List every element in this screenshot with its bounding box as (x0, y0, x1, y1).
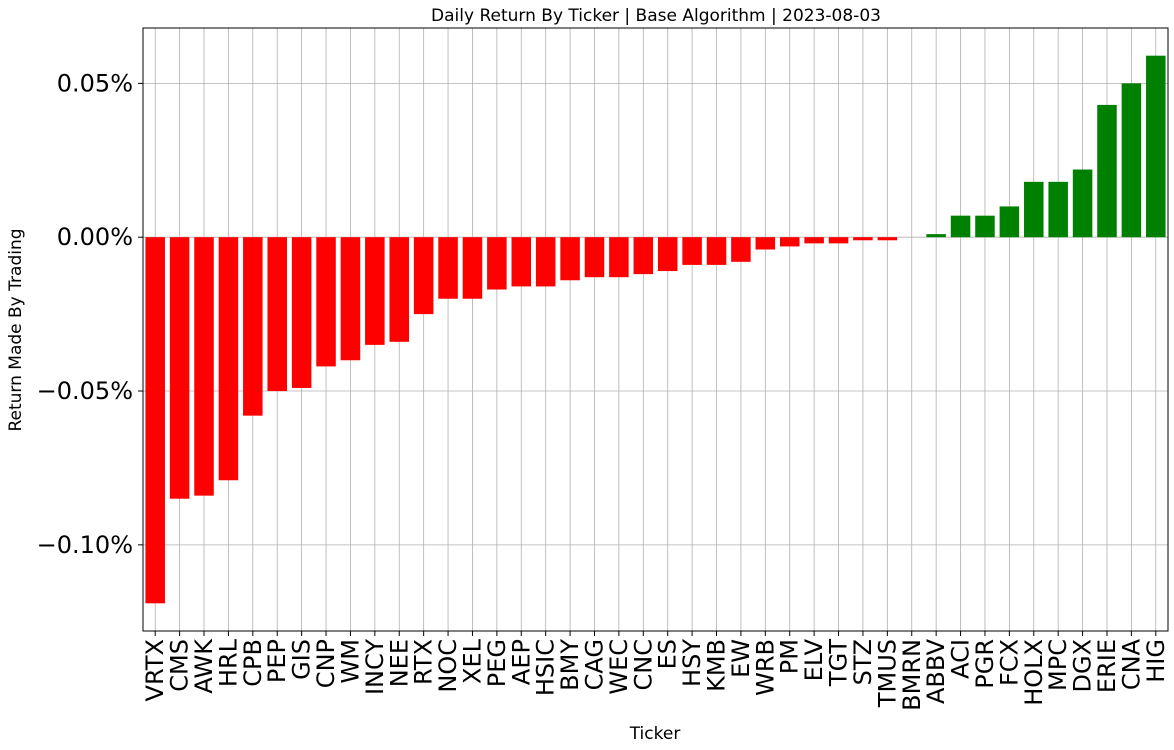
bar-gis (291, 237, 312, 388)
x-tick-label: VRTX (141, 639, 169, 701)
x-tick-label: PEP (263, 639, 291, 683)
bar-stz (853, 237, 873, 241)
bar-wm (340, 237, 361, 361)
x-tick-label: ES (654, 639, 682, 669)
bar-cnp (316, 237, 336, 367)
x-axis-ticks: VRTXCMSAWKHRLCPBPEPGISCNPWMINCYNEERTXNOC… (141, 631, 1170, 711)
x-axis-label: Ticker (629, 724, 681, 744)
bar-rtx (413, 237, 434, 315)
bar-pm (779, 237, 800, 247)
bar-noc (438, 237, 458, 299)
x-tick-label: WM (336, 639, 364, 683)
bar-wrb (755, 237, 776, 250)
bar-aci (950, 215, 971, 238)
x-tick-label: ABBV (922, 638, 950, 704)
x-tick-label: ACI (947, 639, 975, 679)
bar-bmy (560, 237, 580, 281)
bar-hig (1146, 55, 1166, 238)
bar-abbv (926, 234, 946, 238)
x-tick-label: CNP (312, 639, 340, 688)
bar-wec (609, 237, 629, 278)
bar-xel (462, 237, 483, 299)
bar-hrl (218, 237, 239, 481)
x-tick-label: NOC (434, 639, 462, 693)
x-tick-label: STZ (849, 639, 877, 685)
x-tick-label: HSIC (532, 639, 560, 696)
bar-cpb (243, 237, 263, 416)
grid-lines (143, 28, 1168, 631)
bar-vrtx (145, 237, 165, 604)
y-axis-label: Return Made By Trading (6, 228, 26, 431)
bar-pep (267, 237, 287, 392)
x-tick-label: ELV (800, 638, 828, 681)
x-tick-label: MPC (1044, 639, 1072, 691)
x-tick-label: NEE (385, 639, 413, 687)
x-tick-label: AEP (507, 639, 535, 685)
bar-hsy (682, 237, 702, 265)
y-axis-ticks: −0.10% −0.05% 0.00% 0.05% (37, 69, 143, 559)
bar-nee (389, 237, 410, 342)
x-tick-label: DGX (1069, 639, 1097, 693)
bar-cna (1121, 83, 1142, 238)
x-tick-label: CNC (629, 639, 657, 690)
bar-pgr (975, 215, 995, 238)
bar-ew (731, 237, 751, 262)
x-tick-label: GIS (288, 639, 316, 680)
x-tick-label: WRB (751, 639, 779, 696)
x-tick-label: BMY (556, 639, 584, 691)
bar-es (657, 237, 678, 272)
x-tick-label: HSY (678, 639, 706, 687)
x-tick-label: PM (776, 639, 804, 674)
x-tick-label: INCY (361, 639, 389, 695)
bar-aep (511, 237, 532, 287)
x-tick-label: HRL (214, 638, 242, 687)
x-tick-label: PEG (483, 639, 511, 687)
x-tick-label: CPB (239, 639, 267, 687)
bar-kmb (706, 237, 727, 265)
bar-awk (194, 237, 214, 496)
x-tick-label: CAG (580, 639, 608, 690)
y-tick-label: 0.00% (57, 223, 133, 251)
bar-elv (804, 237, 824, 244)
x-tick-label: BMRN (898, 639, 926, 711)
bar-cnc (633, 237, 654, 275)
bar-erie (1097, 104, 1117, 238)
chart-title: Daily Return By Ticker | Base Algorithm … (431, 6, 881, 26)
y-tick-label: −0.05% (37, 377, 133, 405)
x-tick-label: HOLX (1020, 639, 1048, 706)
x-tick-label: AWK (190, 638, 218, 694)
bar-cag (584, 237, 605, 278)
x-tick-label: TMUS (873, 639, 901, 708)
x-tick-label: HIG (1142, 639, 1170, 683)
x-tick-label: TGT (825, 639, 853, 687)
bars (145, 55, 1166, 604)
x-tick-label: PGR (971, 639, 999, 689)
bar-dgx (1072, 169, 1093, 238)
x-tick-label: XEL (458, 638, 486, 684)
x-tick-label: KMB (703, 639, 731, 692)
x-tick-label: WEC (605, 639, 633, 695)
y-tick-label: −0.10% (37, 531, 133, 559)
bar-tgt (828, 237, 849, 244)
x-tick-label: CNA (1117, 638, 1145, 690)
x-tick-label: EW (727, 639, 755, 678)
x-tick-label: RTX (410, 639, 438, 685)
bar-tmus (877, 237, 898, 241)
plot-frame (142, 27, 1169, 632)
y-tick-label: 0.05% (57, 69, 133, 97)
x-tick-label: ERIE (1093, 639, 1121, 693)
bar-hsic (535, 237, 556, 287)
bar-incy (365, 237, 385, 345)
bar-fcx (999, 206, 1020, 238)
bar-holx (1024, 181, 1044, 238)
x-tick-label: FCX (995, 639, 1023, 686)
bar-mpc (1048, 181, 1068, 238)
bar-peg (487, 237, 507, 290)
x-tick-label: CMS (166, 639, 194, 692)
bar-cms (169, 237, 190, 499)
